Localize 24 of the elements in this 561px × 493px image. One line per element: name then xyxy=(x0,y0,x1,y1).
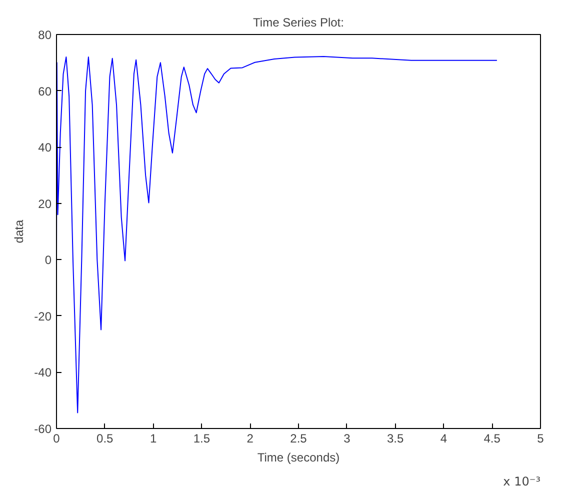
y-tick-label: 20 xyxy=(38,196,52,211)
line-series xyxy=(56,56,498,414)
x-tick-label: 0 xyxy=(53,432,60,446)
y-tick-label: 80 xyxy=(38,28,52,42)
y-tick-label: 60 xyxy=(38,84,52,98)
x-tick-label: 4 xyxy=(440,432,448,446)
x-tick-label: 2.5 xyxy=(290,432,308,446)
x-tick-label: 1 xyxy=(150,432,157,446)
y-tick-label: 40 xyxy=(38,140,52,155)
x-tick-label: 0.5 xyxy=(96,432,114,446)
x-tick-label: 1.5 xyxy=(193,432,210,446)
x-tick-label: 3 xyxy=(344,432,351,446)
y-tick-label: -40 xyxy=(34,366,52,380)
x-tick-label: 2 xyxy=(246,432,254,446)
x-tick-label: 3.5 xyxy=(386,432,404,446)
x-tick-label: 4.5 xyxy=(484,432,501,446)
x-axis-title: Time (seconds) xyxy=(257,450,340,464)
y-tick-label: -20 xyxy=(34,309,52,324)
x-tick-label: 5 xyxy=(537,432,544,446)
y-tick-label: 0 xyxy=(44,253,52,268)
text: x 10⁻³ xyxy=(503,474,541,488)
chart-title: Time Series Plot: xyxy=(253,16,344,30)
y-tick-label: -60 xyxy=(34,422,52,436)
y-axis-title: data xyxy=(12,219,26,244)
